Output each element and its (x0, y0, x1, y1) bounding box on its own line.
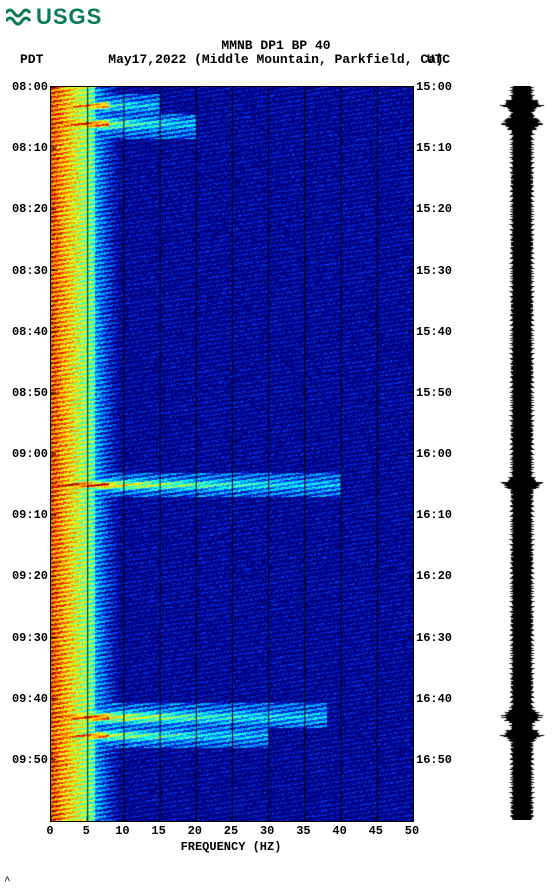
y-right-tick: 15:20 (416, 202, 460, 216)
waveform-canvas (498, 86, 546, 820)
y-left-tick: 08:30 (4, 264, 48, 278)
usgs-logo: USGS (6, 4, 102, 30)
y-left-tick: 09:50 (4, 753, 48, 767)
x-tick: 30 (255, 824, 279, 838)
y-left-tick: 08:50 (4, 386, 48, 400)
x-tick: 50 (400, 824, 424, 838)
y-left-tick: 08:10 (4, 141, 48, 155)
spectrogram-canvas (51, 87, 413, 821)
y-left-tick: 09:40 (4, 692, 48, 706)
x-tick: 40 (328, 824, 352, 838)
x-tick: 10 (110, 824, 134, 838)
plot-subtitle-row: PDT May17,2022 (Middle Mountain, Parkfie… (0, 52, 552, 67)
y-left-tick: 08:00 (4, 80, 48, 94)
x-tick: 20 (183, 824, 207, 838)
y-right-tick: 16:10 (416, 508, 460, 522)
x-tick: 0 (38, 824, 62, 838)
y-right-tick: 16:00 (416, 447, 460, 461)
y-left-tick: 08:40 (4, 325, 48, 339)
y-right-tick: 16:20 (416, 569, 460, 583)
tz-right-label: UTC (427, 52, 450, 67)
y-right-tick: 15:50 (416, 386, 460, 400)
y-left-tick: 09:20 (4, 569, 48, 583)
y-right-tick: 15:00 (416, 80, 460, 94)
y-left-tick: 09:30 (4, 631, 48, 645)
footer-caret: ^ (4, 876, 11, 888)
x-tick: 5 (74, 824, 98, 838)
x-tick: 45 (364, 824, 388, 838)
y-right-tick: 16:40 (416, 692, 460, 706)
x-tick: 25 (219, 824, 243, 838)
y-left-tick: 09:00 (4, 447, 48, 461)
logo-text: USGS (36, 4, 102, 30)
y-right-tick: 15:30 (416, 264, 460, 278)
y-left-tick: 08:20 (4, 202, 48, 216)
x-tick: 15 (147, 824, 171, 838)
x-tick: 35 (291, 824, 315, 838)
y-right-tick: 15:10 (416, 141, 460, 155)
y-right-tick: 16:30 (416, 631, 460, 645)
tz-left-label: PDT (20, 52, 43, 67)
spectrogram-frame (50, 86, 414, 822)
y-right-tick: 15:40 (416, 325, 460, 339)
x-axis-label: FREQUENCY (HZ) (50, 840, 412, 854)
wave-icon (6, 7, 32, 27)
plot-subtitle: May17,2022 (Middle Mountain, Parkfield, … (108, 52, 443, 67)
page: USGS MMNB DP1 BP 40 PDT May17,2022 (Midd… (0, 0, 552, 892)
plot-title: MMNB DP1 BP 40 (0, 38, 552, 53)
y-right-tick: 16:50 (416, 753, 460, 767)
y-left-tick: 09:10 (4, 508, 48, 522)
